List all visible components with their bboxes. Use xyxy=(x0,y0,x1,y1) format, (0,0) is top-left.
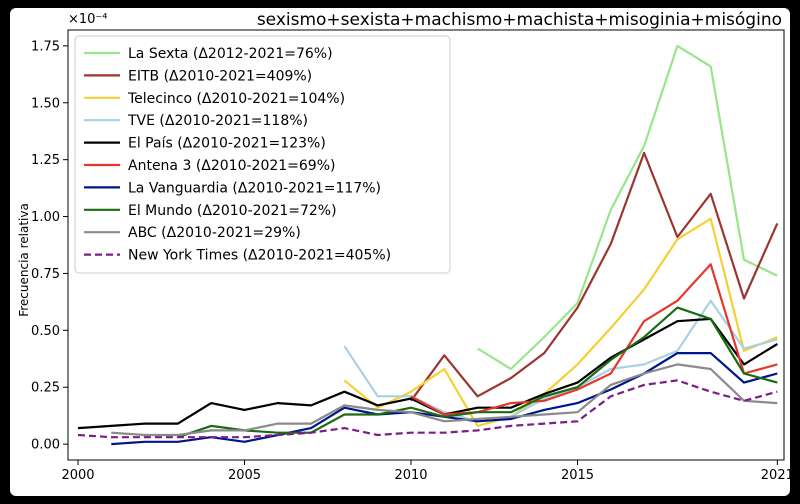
series-line-2 xyxy=(343,217,778,427)
legend-label: La Vanguardia (Δ2010-2021=117%) xyxy=(128,180,381,196)
series-lines xyxy=(77,44,779,446)
legend-label: Antena 3 (Δ2010-2021=69%) xyxy=(128,158,335,174)
chart-frame: sexismo+sexista+machismo+machista+misogi… xyxy=(10,8,790,496)
x-tick-label: 2005 xyxy=(228,468,261,483)
x-tick-label: 2010 xyxy=(394,468,427,483)
y-axis-label: Frecuencia relativa xyxy=(17,203,31,317)
x-tick-label: 2000 xyxy=(61,468,94,483)
line-chart: sexismo+sexista+machismo+machista+misogi… xyxy=(17,10,790,483)
legend-label: EITB (Δ2010-2021=409%) xyxy=(128,68,312,84)
plot-area-border xyxy=(67,29,785,461)
y-tick-label: 0.50 xyxy=(31,324,60,339)
chart-title: sexismo+sexista+machismo+machista+misogi… xyxy=(257,10,782,30)
legend-box xyxy=(74,35,451,274)
y-tick-label: 1.50 xyxy=(31,96,60,111)
axes: 2000 2005 2010 2015 2021 0.00 0.25 0.50 0.75 1.00… xyxy=(31,29,790,483)
legend: La Sexta (Δ2012-2021=76%) EITB (Δ2010-202… xyxy=(74,35,451,274)
legend-label: TVE (Δ2010-2021=118%) xyxy=(127,113,308,129)
series-line-0 xyxy=(477,44,778,371)
y-tick-label: 0.00 xyxy=(31,438,60,453)
x-tick-label: 2021 xyxy=(761,468,790,483)
legend-label: El País (Δ2010-2021=123%) xyxy=(128,136,326,152)
series-line-9 xyxy=(77,379,778,439)
y-tick-label: 1.75 xyxy=(31,39,60,54)
y-tick-label: 0.75 xyxy=(31,267,60,282)
legend-label: New York Times (Δ2010-2021=405%) xyxy=(128,248,391,264)
legend-label: Telecinco (Δ2010-2021=104%) xyxy=(127,91,345,107)
y-tick-label: 1.00 xyxy=(31,210,60,225)
legend-label: ABC (Δ2010-2021=29%) xyxy=(128,225,301,241)
y-tick-label: 1.25 xyxy=(31,153,60,168)
legend-label: La Sexta (Δ2012-2021=76%) xyxy=(128,46,333,62)
series-line-1 xyxy=(410,151,779,402)
series-line-8 xyxy=(111,363,778,437)
x-tick-label: 2015 xyxy=(561,468,594,483)
series-line-7 xyxy=(177,306,778,439)
legend-label: El Mundo (Δ2010-2021=72%) xyxy=(128,203,337,219)
y-axis-exponent: ×10⁻⁴ xyxy=(68,12,108,27)
y-tick-label: 0.25 xyxy=(31,381,60,396)
